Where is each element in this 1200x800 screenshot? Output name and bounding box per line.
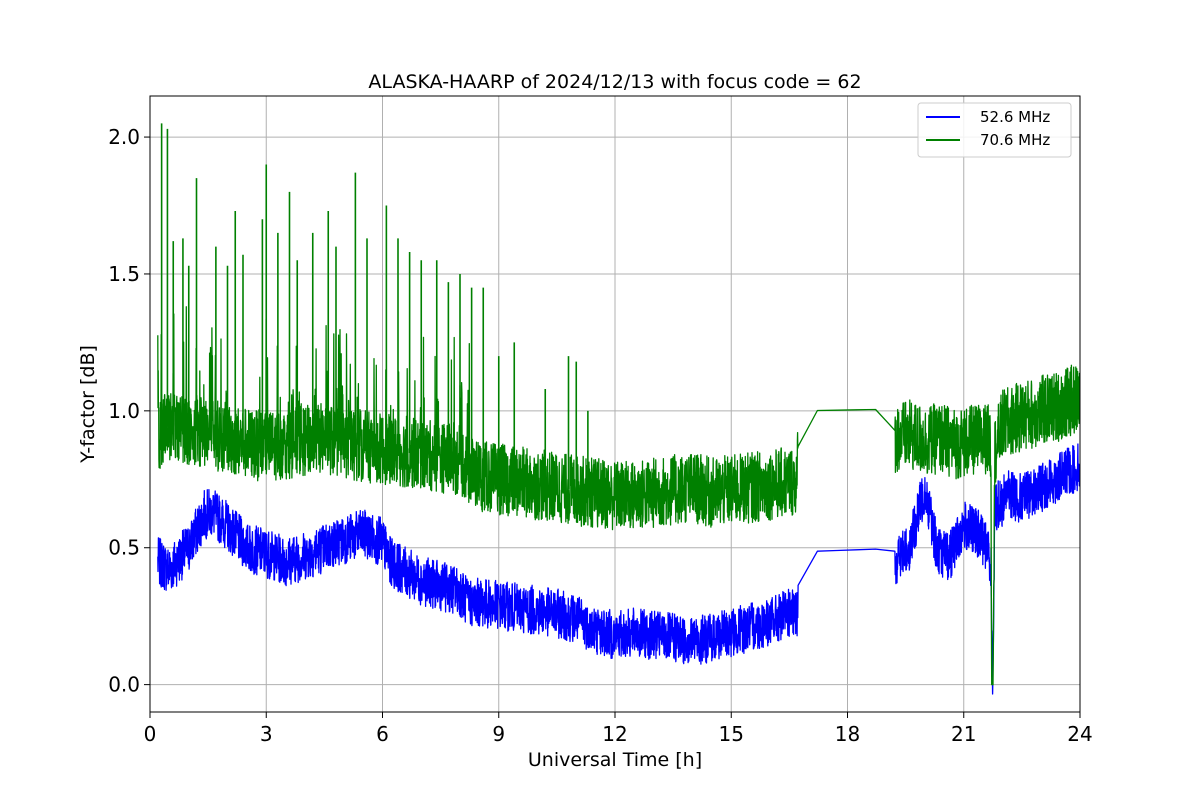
legend: 52.6 MHz 70.6 MHz [917,102,1072,158]
y-tick-label: 2.0 [108,125,140,149]
x-tick-label: 18 [835,722,860,746]
y-tick-label: 0.5 [108,536,140,560]
x-tick-label: 3 [260,722,273,746]
legend-label: 52.6 MHz [980,108,1050,126]
y-tick-label: 0.0 [108,673,140,697]
series-line [157,443,1081,695]
legend-label: 70.6 MHz [980,131,1050,149]
chart-title: ALASKA-HAARP of 2024/12/13 with focus co… [368,71,861,93]
series-line [157,306,1081,686]
x-tick-label: 6 [376,722,389,746]
x-tick-label: 21 [951,722,976,746]
x-axis-label: Universal Time [h] [528,749,702,771]
y-axis-label: Y-factor [dB] [77,345,99,464]
y-tick-label: 1.0 [108,399,140,423]
series-layer [157,123,1081,695]
x-tick-label: 12 [602,722,627,746]
x-tick-label: 9 [492,722,505,746]
x-tick-label: 24 [1067,722,1092,746]
ticks: 0 3 6 9 12 15 18 21 24 0.0 0.5 1.0 1.5 2.0 [108,125,1093,746]
y-tick-label: 1.5 [108,262,140,286]
x-tick-label: 0 [144,722,157,746]
x-tick-label: 15 [719,722,744,746]
